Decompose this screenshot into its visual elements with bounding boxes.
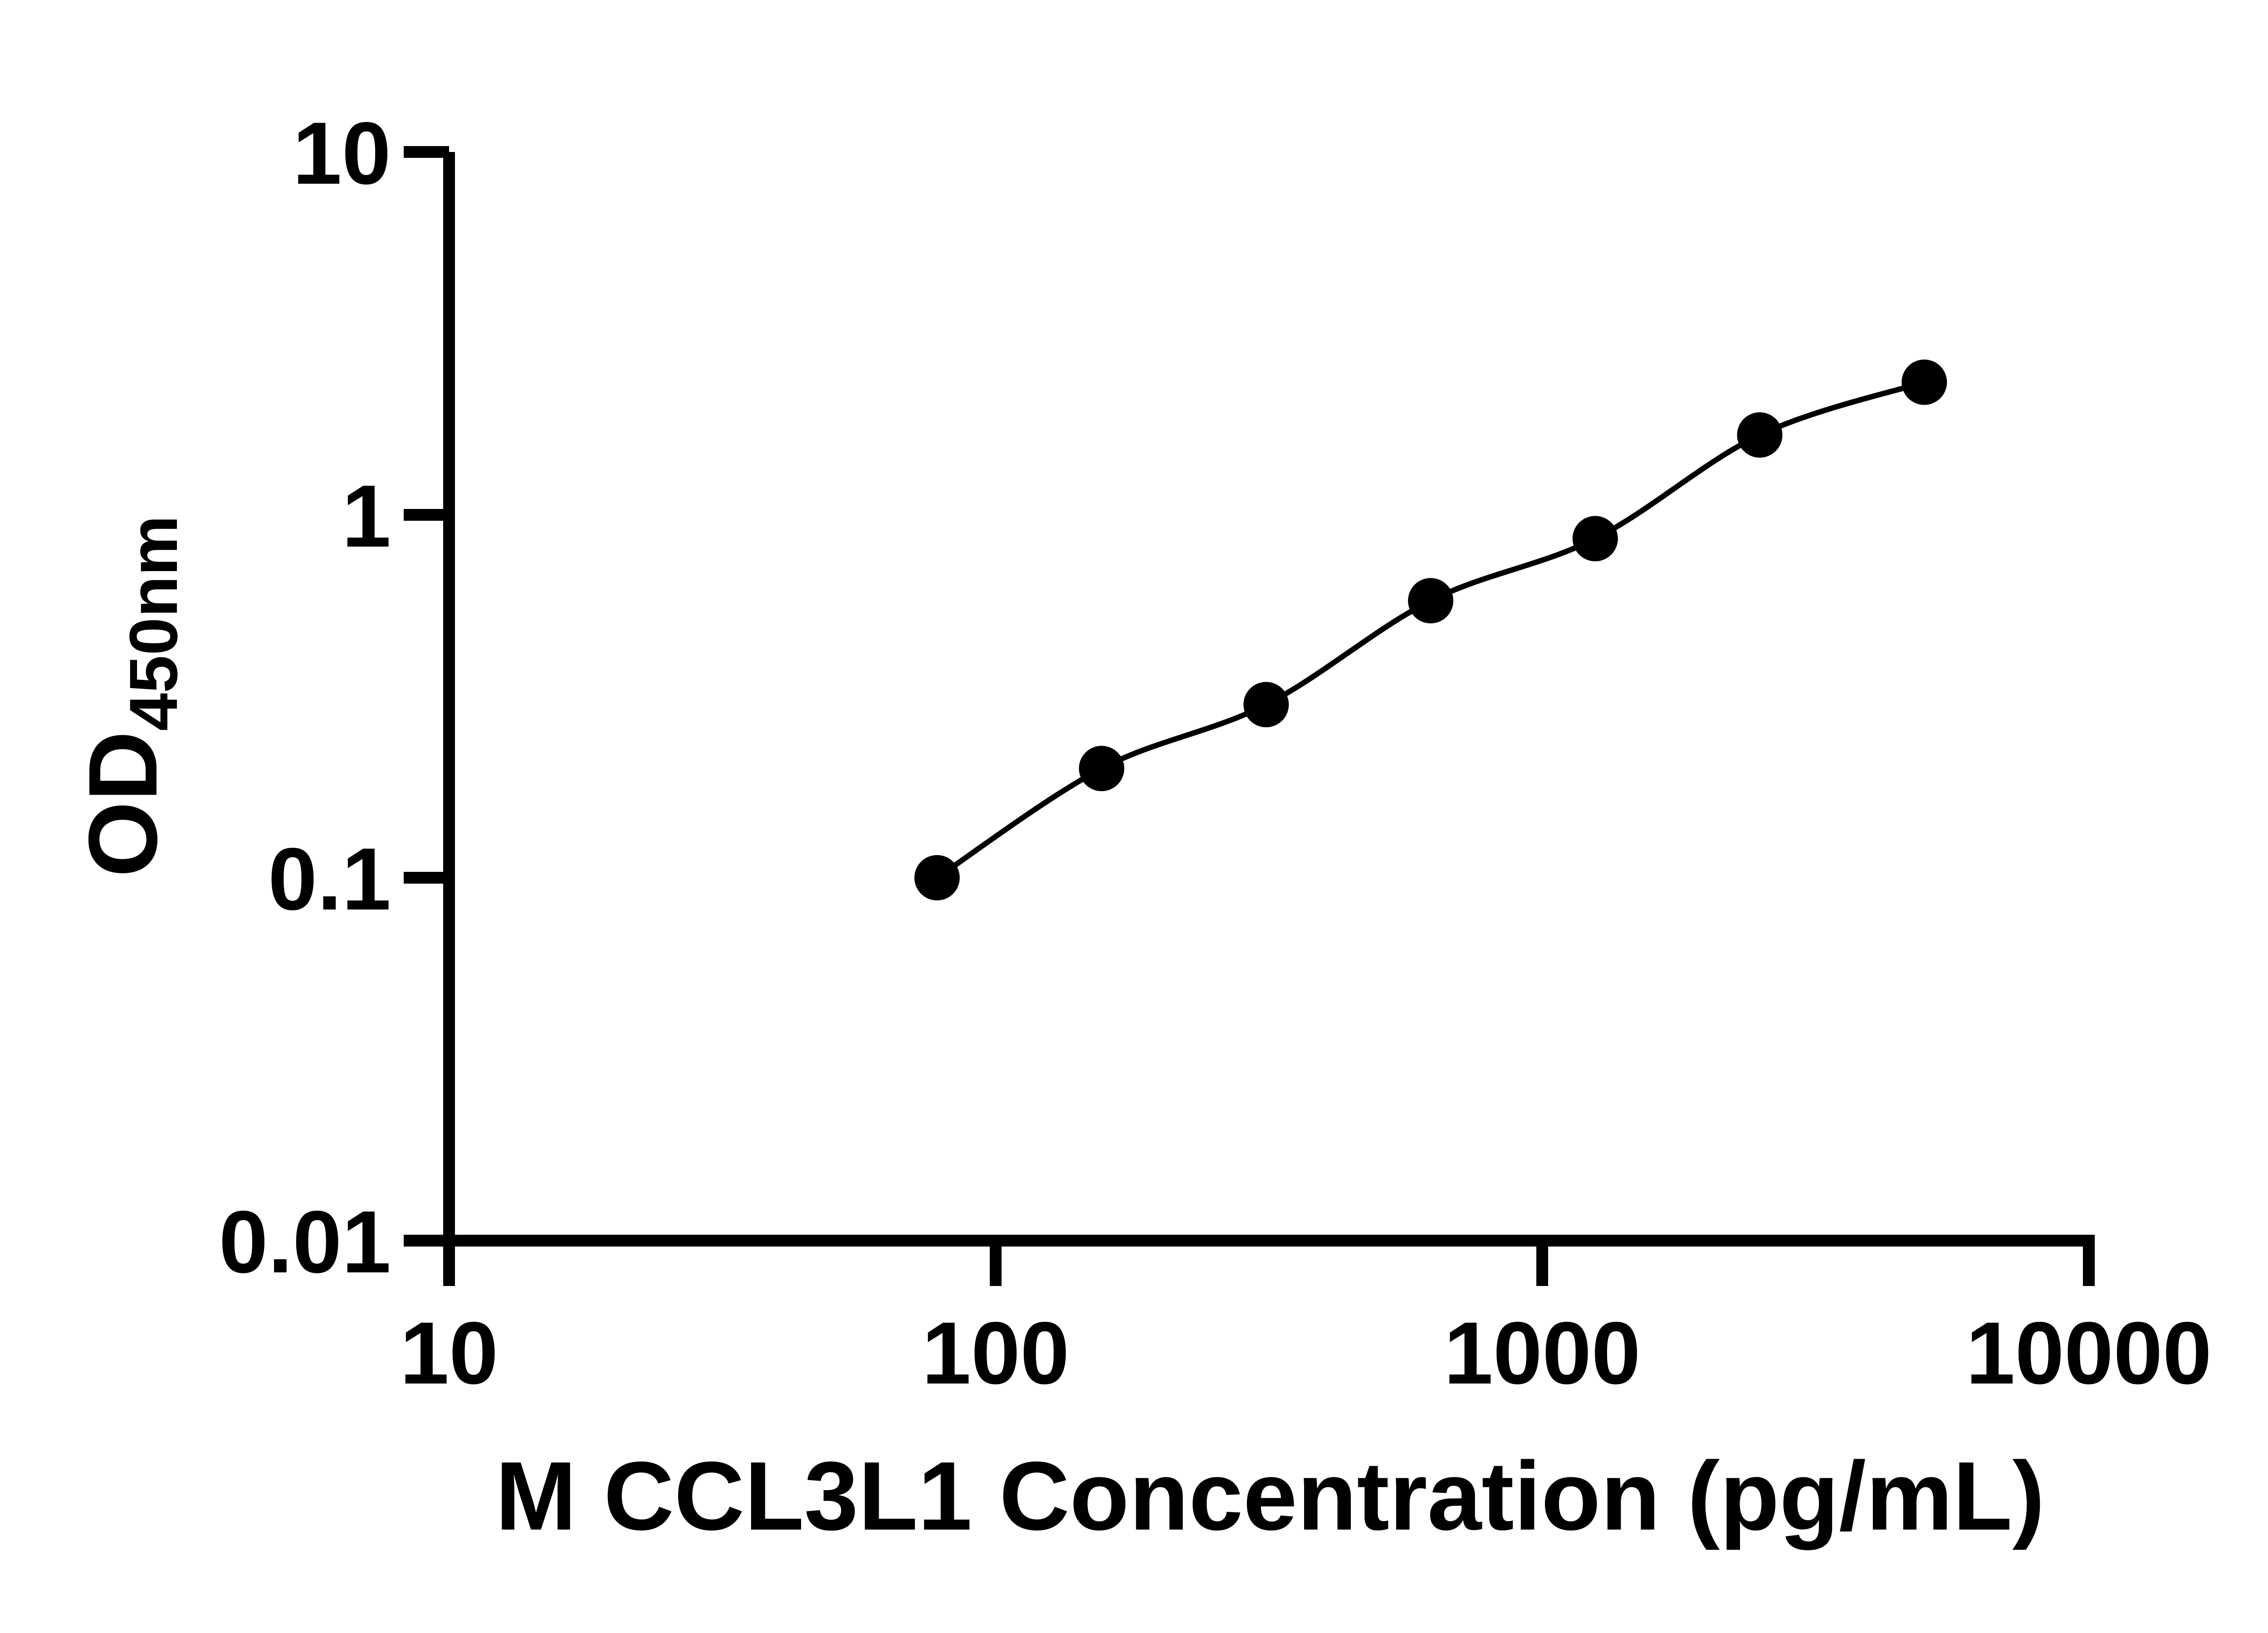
x-tick-label: 10 [400, 1304, 499, 1403]
y-axis-title-main: OD [68, 731, 177, 877]
y-tick-label: 0.01 [219, 1193, 391, 1291]
data-point [1408, 578, 1454, 624]
x-tick-label: 10000 [1966, 1304, 2212, 1403]
y-tick-label: 10 [293, 104, 391, 203]
y-tick-label: 1 [342, 467, 391, 566]
x-tick-label: 100 [922, 1304, 1069, 1403]
x-tick-label: 1000 [1444, 1304, 1641, 1403]
data-point [914, 855, 960, 900]
data-point [1572, 516, 1618, 562]
fit-curve [935, 379, 1926, 880]
x-axis-title: M CCL3L1 Concentration (pg/mL) [495, 1441, 2045, 1550]
data-point [1901, 359, 1947, 405]
y-axis-title: OD450nm [68, 515, 191, 877]
data-point [1079, 746, 1124, 792]
data-point [1243, 682, 1289, 728]
y-tick-label: 0.1 [268, 830, 391, 929]
y-axis-title-subscript: 450nm [115, 515, 191, 731]
data-point [1737, 412, 1783, 458]
